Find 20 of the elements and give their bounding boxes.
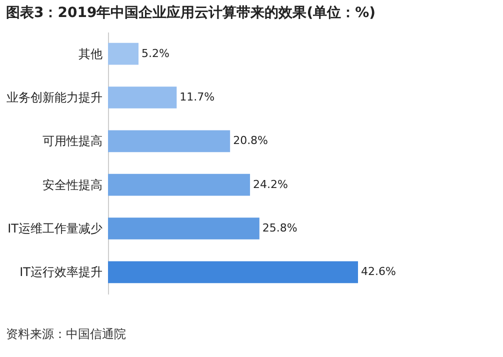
bar: [108, 174, 250, 196]
y-tick-label: 业务创新能力提升: [6, 90, 102, 104]
data-label: 11.7%: [180, 90, 215, 104]
bar: [108, 42, 139, 65]
bar: [108, 218, 260, 240]
data-label: 5.2%: [142, 46, 170, 60]
data-label: 25.8%: [262, 222, 298, 234]
bar: [108, 130, 230, 152]
y-tick-label: IT运维工作量减少: [8, 222, 102, 236]
bar: [108, 86, 177, 108]
y-tick-label: IT运行效率提升: [20, 265, 102, 280]
y-tick-label: 其他: [78, 46, 102, 61]
data-label: 20.8%: [233, 134, 268, 148]
data-label: 24.2%: [253, 178, 288, 191]
y-tick-label: 安全性提高: [42, 178, 102, 192]
bar: [108, 261, 358, 284]
chart-title: 图表3：2019年中国企业应用云计算带来的效果(单位：%): [6, 4, 376, 21]
text: 资料来源：中国信通院: [6, 326, 126, 343]
data-label: 42.6%: [361, 265, 396, 278]
y-tick-label: 可用性提高: [42, 134, 102, 148]
